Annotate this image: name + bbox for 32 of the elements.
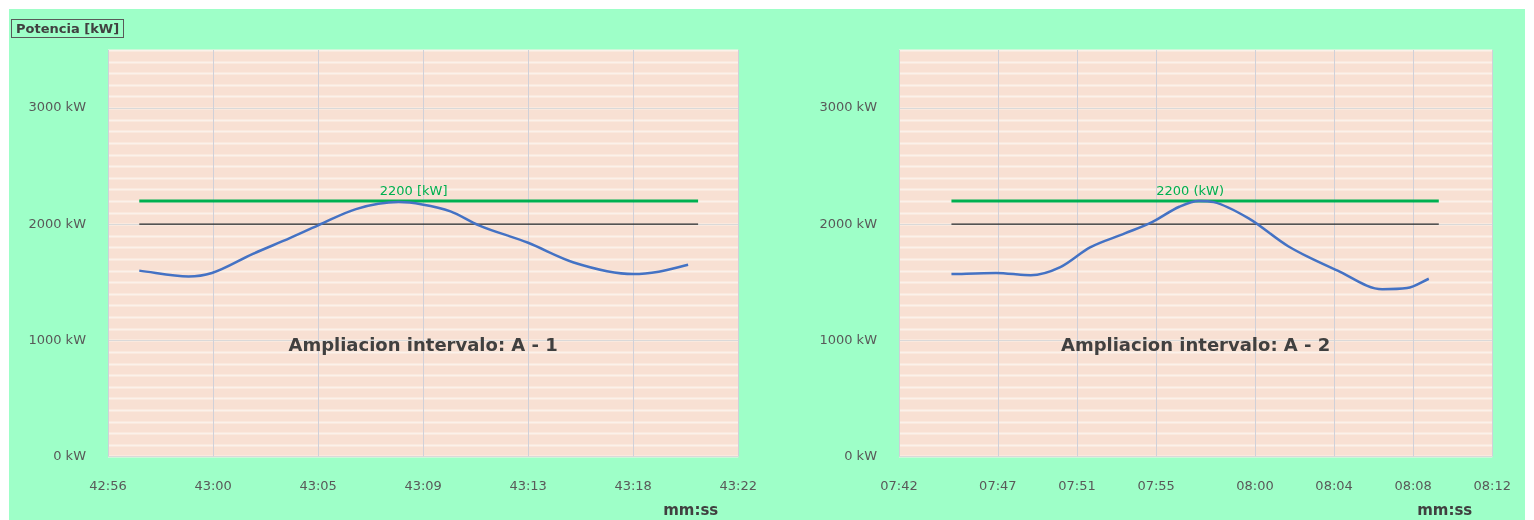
x-tick-label: 43:09	[404, 477, 442, 493]
y-tick-label: 2000 kW	[819, 215, 878, 231]
x-tick-label: 08:04	[1315, 477, 1353, 493]
x-tick-label: 43:05	[299, 477, 337, 493]
line-series	[950, 199, 1431, 291]
x-tick-label: 07:51	[1058, 477, 1096, 493]
annotation: Ampliacion intervalo: A - 2	[1060, 334, 1331, 356]
y-tick-label: 0 kW	[844, 447, 878, 463]
y-tick-label: 0 kW	[53, 447, 87, 463]
x-tick-label: 43:22	[719, 477, 757, 493]
x-tick-label: 08:00	[1236, 477, 1274, 493]
y-tick-label: 1000 kW	[819, 331, 878, 347]
x-tick-label: 07:47	[979, 477, 1017, 493]
x-axis-title: mm:ss	[663, 501, 719, 520]
x-tick-label: 08:12	[1473, 477, 1511, 493]
chart-title: Potencia [kW]	[11, 19, 125, 38]
y-tick-label: 2000 kW	[28, 215, 87, 231]
x-tick-label: 43:18	[614, 477, 652, 493]
ref-line-label: 2200 [kW]	[379, 182, 448, 198]
x-axis-title: mm:ss	[1417, 501, 1473, 520]
y-tick-label: 3000 kW	[819, 99, 878, 115]
y-tick-label: 3000 kW	[28, 99, 87, 115]
ref-line-label: 2200 (kW)	[1156, 182, 1224, 198]
line-series	[138, 200, 690, 278]
x-tick-label: 08:08	[1394, 477, 1432, 493]
annotation: Ampliacion intervalo: A - 1	[288, 334, 558, 356]
y-tick-label: 1000 kW	[28, 331, 87, 347]
x-tick-label: 07:55	[1137, 477, 1175, 493]
x-tick-label: 43:13	[509, 477, 547, 493]
x-tick-label: 07:42	[880, 477, 918, 493]
x-tick-label: 43:00	[194, 477, 232, 493]
x-tick-label: 42:56	[89, 477, 127, 493]
